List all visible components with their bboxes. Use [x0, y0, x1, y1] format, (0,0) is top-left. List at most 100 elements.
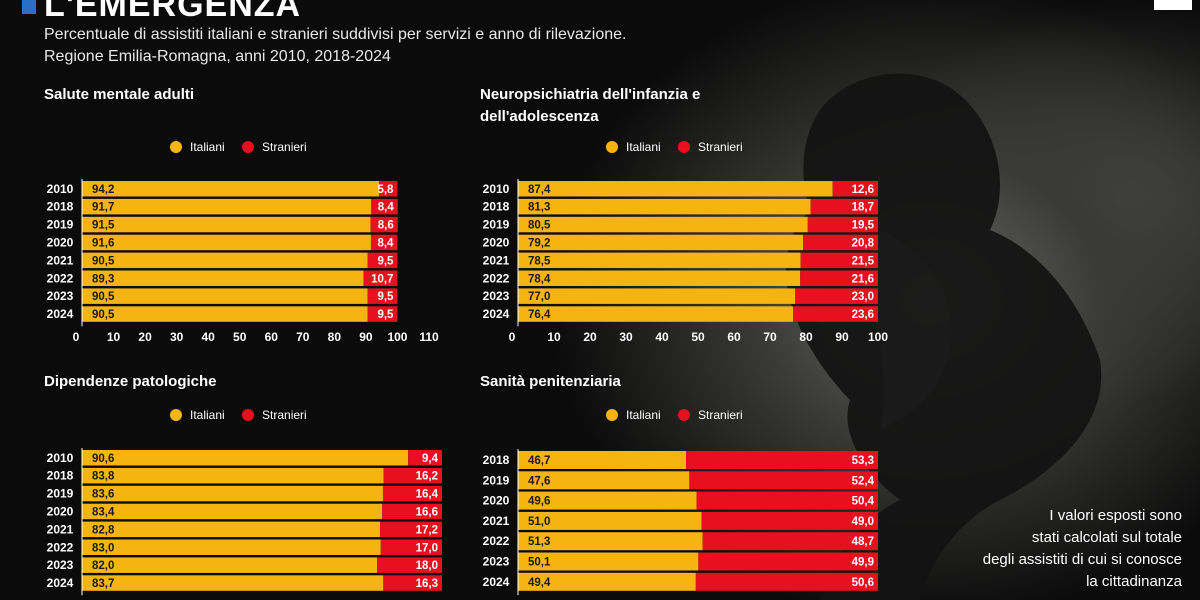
value-label-italiani: 83,4	[92, 506, 115, 518]
legend-label: Italiani	[190, 140, 225, 154]
bar-stranieri	[377, 557, 442, 573]
value-label-stranieri: 18,7	[852, 202, 874, 214]
chart-sanita-penitenziaria: 2018 46,7 53,3 2019 47,6 52,4 2020 49,6 50,4 2021…	[483, 449, 878, 596]
year-label: 2024	[47, 307, 74, 321]
year-label: 2022	[47, 271, 74, 285]
footnote-line: la cittadinanza	[1086, 573, 1182, 590]
legend-item-stranieri: Stranieri	[242, 408, 307, 422]
x-tick-label: 0	[509, 330, 516, 344]
x-tick-label: 40	[202, 330, 216, 344]
value-label-stranieri: 23,0	[852, 291, 874, 303]
year-label: 2019	[47, 218, 74, 232]
legend-label: Stranieri	[262, 140, 307, 154]
year-label: 2023	[47, 558, 74, 572]
chart-title: Salute mentale adulti	[44, 86, 195, 103]
x-tick-label: 70	[763, 330, 777, 344]
value-label-stranieri: 21,5	[852, 255, 875, 267]
bar-stranieri	[367, 288, 398, 304]
value-label-italiani: 91,5	[92, 220, 115, 232]
x-tick-label: 100	[868, 330, 888, 344]
bar-italiani	[518, 252, 801, 269]
year-label: 2021	[47, 522, 74, 536]
legend-dot-stranieri	[678, 409, 691, 421]
legend-dot-stranieri	[242, 141, 255, 153]
legend-item-italiani: Italiani	[170, 408, 225, 422]
year-label: 2018	[483, 200, 510, 214]
x-tick-label: 60	[727, 330, 741, 344]
bar-italiani	[518, 552, 699, 571]
legend-label: Stranieri	[262, 408, 307, 422]
page-subtitle: Percentuale di assistiti italiani e stra…	[44, 24, 627, 68]
legend-item-italiani: Italiani	[170, 140, 225, 154]
value-label-stranieri: 16,4	[416, 489, 439, 501]
value-label-italiani: 80,5	[528, 220, 551, 232]
bar-italiani	[82, 288, 368, 304]
year-label: 2020	[483, 235, 510, 249]
value-label-stranieri: 9,5	[377, 291, 394, 303]
bar-italiani	[82, 450, 409, 466]
x-tick-label: 10	[107, 330, 121, 344]
bar-stranieri	[803, 234, 878, 251]
year-label: 2020	[47, 235, 74, 249]
value-label-italiani: 51,3	[528, 536, 550, 548]
bar-italiani	[82, 234, 371, 251]
legend-label: Italiani	[190, 408, 225, 422]
chart-legend: Italiani Stranieri	[170, 408, 321, 422]
legend-item-italiani: Italiani	[606, 408, 661, 422]
page-title: L'EMERGENZA	[44, 0, 302, 24]
value-label-italiani: 90,6	[92, 453, 114, 465]
year-label: 2021	[483, 253, 510, 267]
chart-dipendenze: 2010 90,6 9,4 2018 83,8 16,2 2019 83,6 16,4 2020 8…	[47, 448, 442, 596]
legend-label: Stranieri	[698, 408, 743, 422]
chart-title: Dipendenze patologiche	[44, 373, 217, 390]
year-label: 2021	[47, 253, 74, 267]
value-label-italiani: 50,1	[528, 557, 551, 569]
value-label-stranieri: 50,4	[852, 496, 875, 508]
footnote-line: I valori esposti sono	[1049, 507, 1182, 524]
x-tick-label: 0	[73, 330, 80, 344]
legend-dot-italiani	[606, 141, 618, 153]
legend-label: Italiani	[626, 140, 661, 154]
bar-italiani	[518, 491, 697, 510]
year-label: 2020	[483, 494, 510, 508]
x-tick-label: 110	[419, 330, 439, 344]
value-label-stranieri: 5,8	[377, 184, 394, 196]
bar-italiani	[82, 198, 372, 215]
bar-italiani	[518, 181, 833, 197]
year-label: 2023	[483, 555, 510, 569]
bar-italiani	[518, 234, 804, 251]
bar-stranieri	[832, 181, 878, 197]
year-label: 2024	[47, 576, 74, 590]
footnote-line: degli assistiti di cui si conosce	[982, 551, 1182, 568]
year-label: 2024	[483, 575, 510, 589]
legend-item-italiani: Italiani	[606, 140, 661, 154]
legend-dot-stranieri	[242, 409, 255, 421]
legend-dot-stranieri	[678, 141, 691, 153]
value-label-stranieri: 12,6	[852, 184, 874, 196]
bar-stranieri	[702, 532, 878, 551]
legend-item-stranieri: Stranieri	[678, 408, 743, 422]
bar-stranieri	[793, 306, 878, 322]
value-label-stranieri: 8,6	[378, 220, 394, 232]
value-label-stranieri: 21,6	[852, 273, 874, 285]
bar-italiani	[82, 503, 383, 520]
value-label-stranieri: 20,8	[852, 237, 875, 249]
value-label-stranieri: 48,7	[852, 536, 874, 548]
bar-italiani	[82, 181, 380, 197]
bar-stranieri	[370, 234, 398, 251]
value-label-italiani: 90,5	[92, 291, 115, 303]
year-label: 2022	[483, 534, 510, 548]
value-label-italiani: 83,6	[92, 489, 114, 501]
bar-stranieri	[696, 491, 878, 510]
x-tick-label: 40	[655, 330, 669, 344]
year-label: 2019	[483, 473, 510, 487]
value-label-stranieri: 17,0	[416, 542, 438, 554]
bar-italiani	[518, 511, 702, 530]
year-label: 2010	[47, 182, 74, 196]
bar-stranieri	[383, 467, 442, 484]
x-tick-label: 90	[359, 330, 373, 344]
year-label: 2023	[47, 289, 74, 303]
legend-label: Italiani	[626, 408, 661, 422]
